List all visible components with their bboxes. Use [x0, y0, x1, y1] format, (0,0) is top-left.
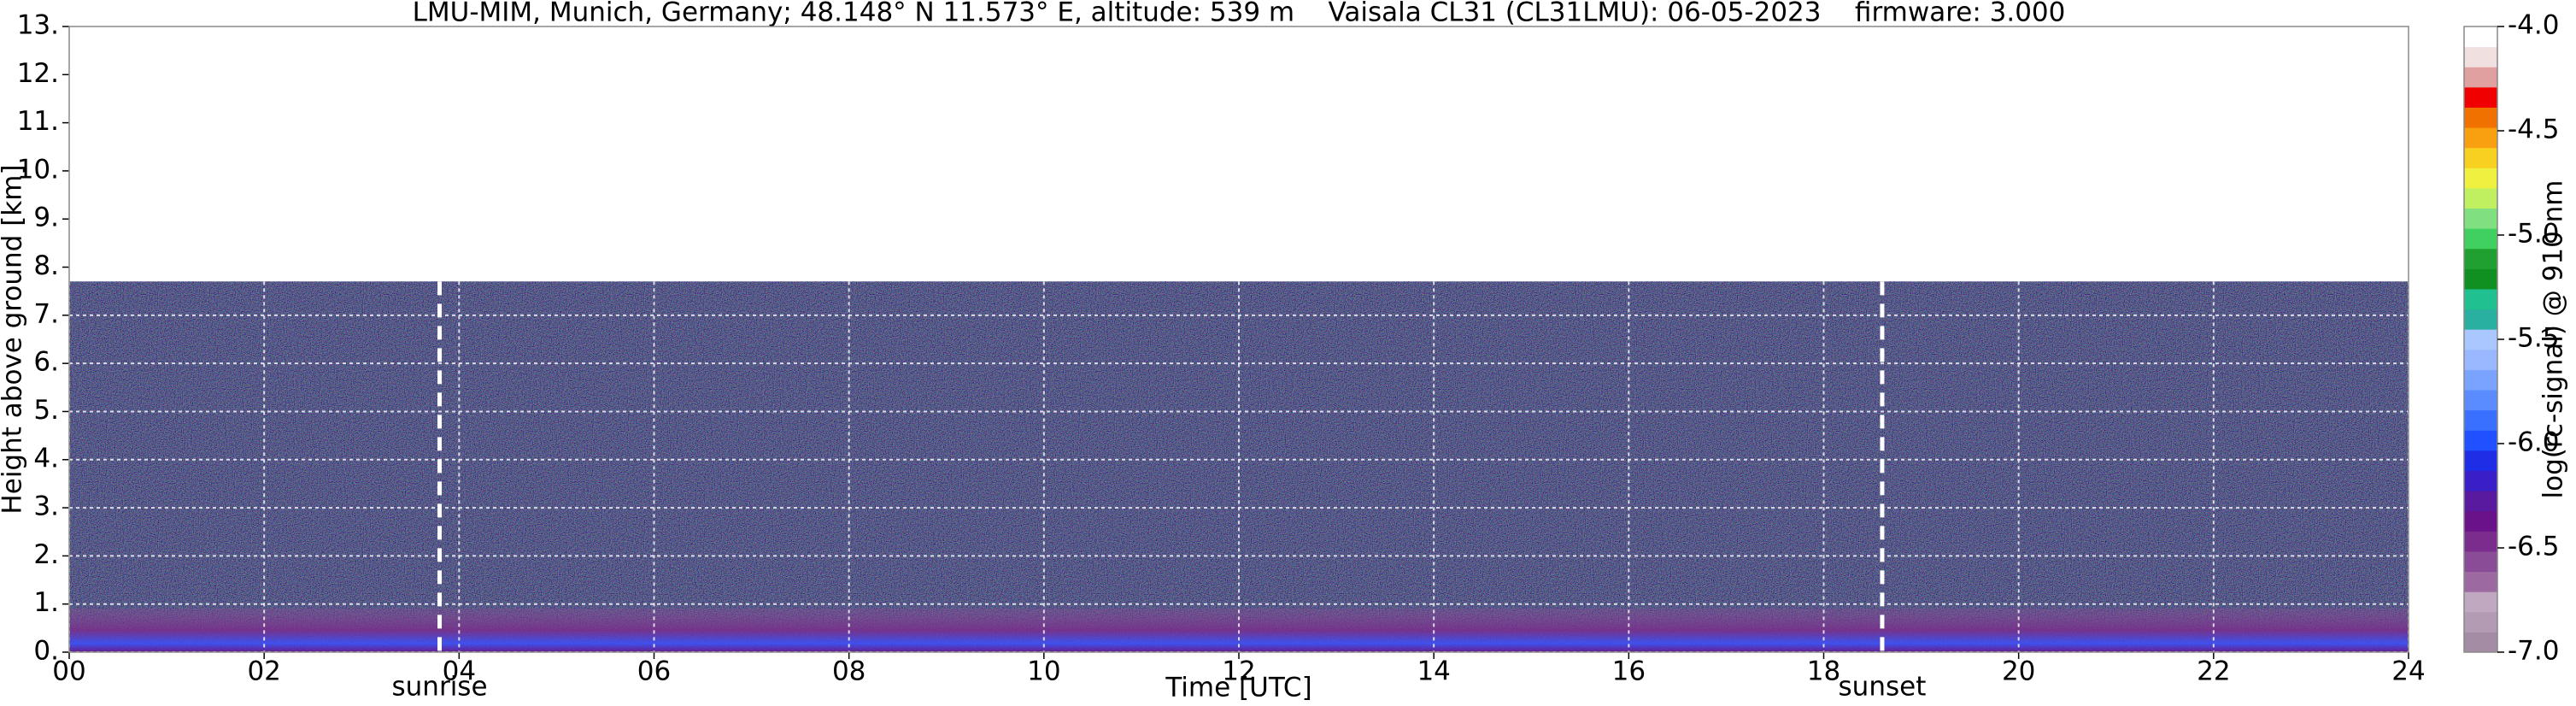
- colorbar-tick-label: -5.5: [2508, 323, 2560, 354]
- y-tick-label: 11.: [17, 106, 59, 137]
- marker-label: sunrise: [392, 672, 488, 703]
- colorbar-band: [2464, 409, 2497, 431]
- y-tick-label: 5.: [33, 395, 59, 426]
- y-tick-label: 2.: [33, 539, 59, 570]
- x-axis-label: Time [UTC]: [1165, 673, 1311, 703]
- x-tick-label: 00: [52, 656, 85, 687]
- colorbar-tick-label: -6.5: [2508, 532, 2560, 562]
- colorbar-tick-label: -6.0: [2508, 427, 2560, 458]
- colorbar-band: [2464, 531, 2497, 552]
- colorbar-band: [2464, 309, 2497, 330]
- x-tick-label: 02: [247, 656, 280, 687]
- y-tick-label: 3.: [33, 491, 59, 522]
- x-tick-label: 12: [1222, 656, 1255, 687]
- colorbar-band: [2464, 550, 2497, 573]
- x-tick-label: 16: [1612, 656, 1646, 687]
- colorbar-label: log(rc-signal) @ 910 nm: [2538, 179, 2569, 498]
- colorbar-band: [2464, 329, 2497, 350]
- colorbar-tick-label: -4.5: [2508, 115, 2560, 145]
- colorbar-tick-label: -7.0: [2508, 636, 2560, 667]
- colorbar-band: [2464, 187, 2497, 209]
- colorbar-band: [2464, 168, 2497, 189]
- chart-title: LMU-MIM, Munich, Germany; 48.148° N 11.5…: [413, 0, 2066, 28]
- y-tick-label: 13.: [17, 10, 59, 41]
- y-tick-label: 9.: [33, 203, 59, 233]
- colorbar-band: [2464, 571, 2497, 592]
- x-tick-label: 22: [2197, 656, 2230, 687]
- colorbar-band: [2464, 591, 2497, 613]
- colorbar-band: [2464, 248, 2497, 269]
- plot-frame: [68, 26, 2409, 653]
- y-tick-label: 0.: [33, 636, 59, 667]
- y-tick-label: 12.: [17, 58, 59, 89]
- colorbar-band: [2464, 228, 2497, 250]
- colorbar-tick-label: -4.0: [2508, 10, 2560, 41]
- colorbar-band: [2464, 450, 2497, 471]
- colorbar-band: [2464, 390, 2497, 411]
- colorbar-band: [2464, 430, 2497, 451]
- colorbar-band: [2464, 349, 2497, 370]
- y-tick-label: 4.: [33, 443, 59, 474]
- colorbar-band: [2464, 86, 2497, 108]
- colorbar-band: [2464, 632, 2497, 653]
- colorbar-tick-label: -5.0: [2508, 219, 2560, 250]
- x-tick-label: 06: [637, 656, 671, 687]
- colorbar-band: [2464, 369, 2497, 391]
- colorbar-band: [2464, 67, 2497, 88]
- colorbar-band: [2464, 208, 2497, 229]
- x-tick-label: 14: [1417, 656, 1450, 687]
- x-tick-label: 18: [1807, 656, 1840, 687]
- y-axis-label: Height above ground [km]: [0, 164, 28, 514]
- y-tick-label: 8.: [33, 250, 59, 281]
- x-tick-label: 04: [443, 656, 476, 687]
- y-tick-label: 7.: [33, 298, 59, 329]
- x-tick-label: 08: [832, 656, 866, 687]
- x-tick-label: 10: [1027, 656, 1060, 687]
- x-tick-label: 24: [2391, 656, 2425, 687]
- colorbar-band: [2464, 470, 2497, 491]
- colorbar-band: [2464, 147, 2497, 168]
- colorbar-band: [2464, 127, 2497, 149]
- colorbar-band: [2464, 26, 2497, 48]
- y-tick-label: 1.: [33, 587, 59, 618]
- colorbar-band: [2464, 46, 2497, 68]
- colorbar-band: [2464, 510, 2497, 532]
- colorbar-band: [2464, 611, 2497, 632]
- y-tick-label: 6.: [33, 347, 59, 378]
- x-tick-label: 20: [2002, 656, 2035, 687]
- y-tick-label: 10.: [17, 154, 59, 185]
- marker-label: sunset: [1839, 672, 1927, 703]
- colorbar-band: [2464, 288, 2497, 310]
- colorbar-band: [2464, 268, 2497, 290]
- colorbar-band: [2464, 491, 2497, 512]
- colorbar-band: [2464, 107, 2497, 128]
